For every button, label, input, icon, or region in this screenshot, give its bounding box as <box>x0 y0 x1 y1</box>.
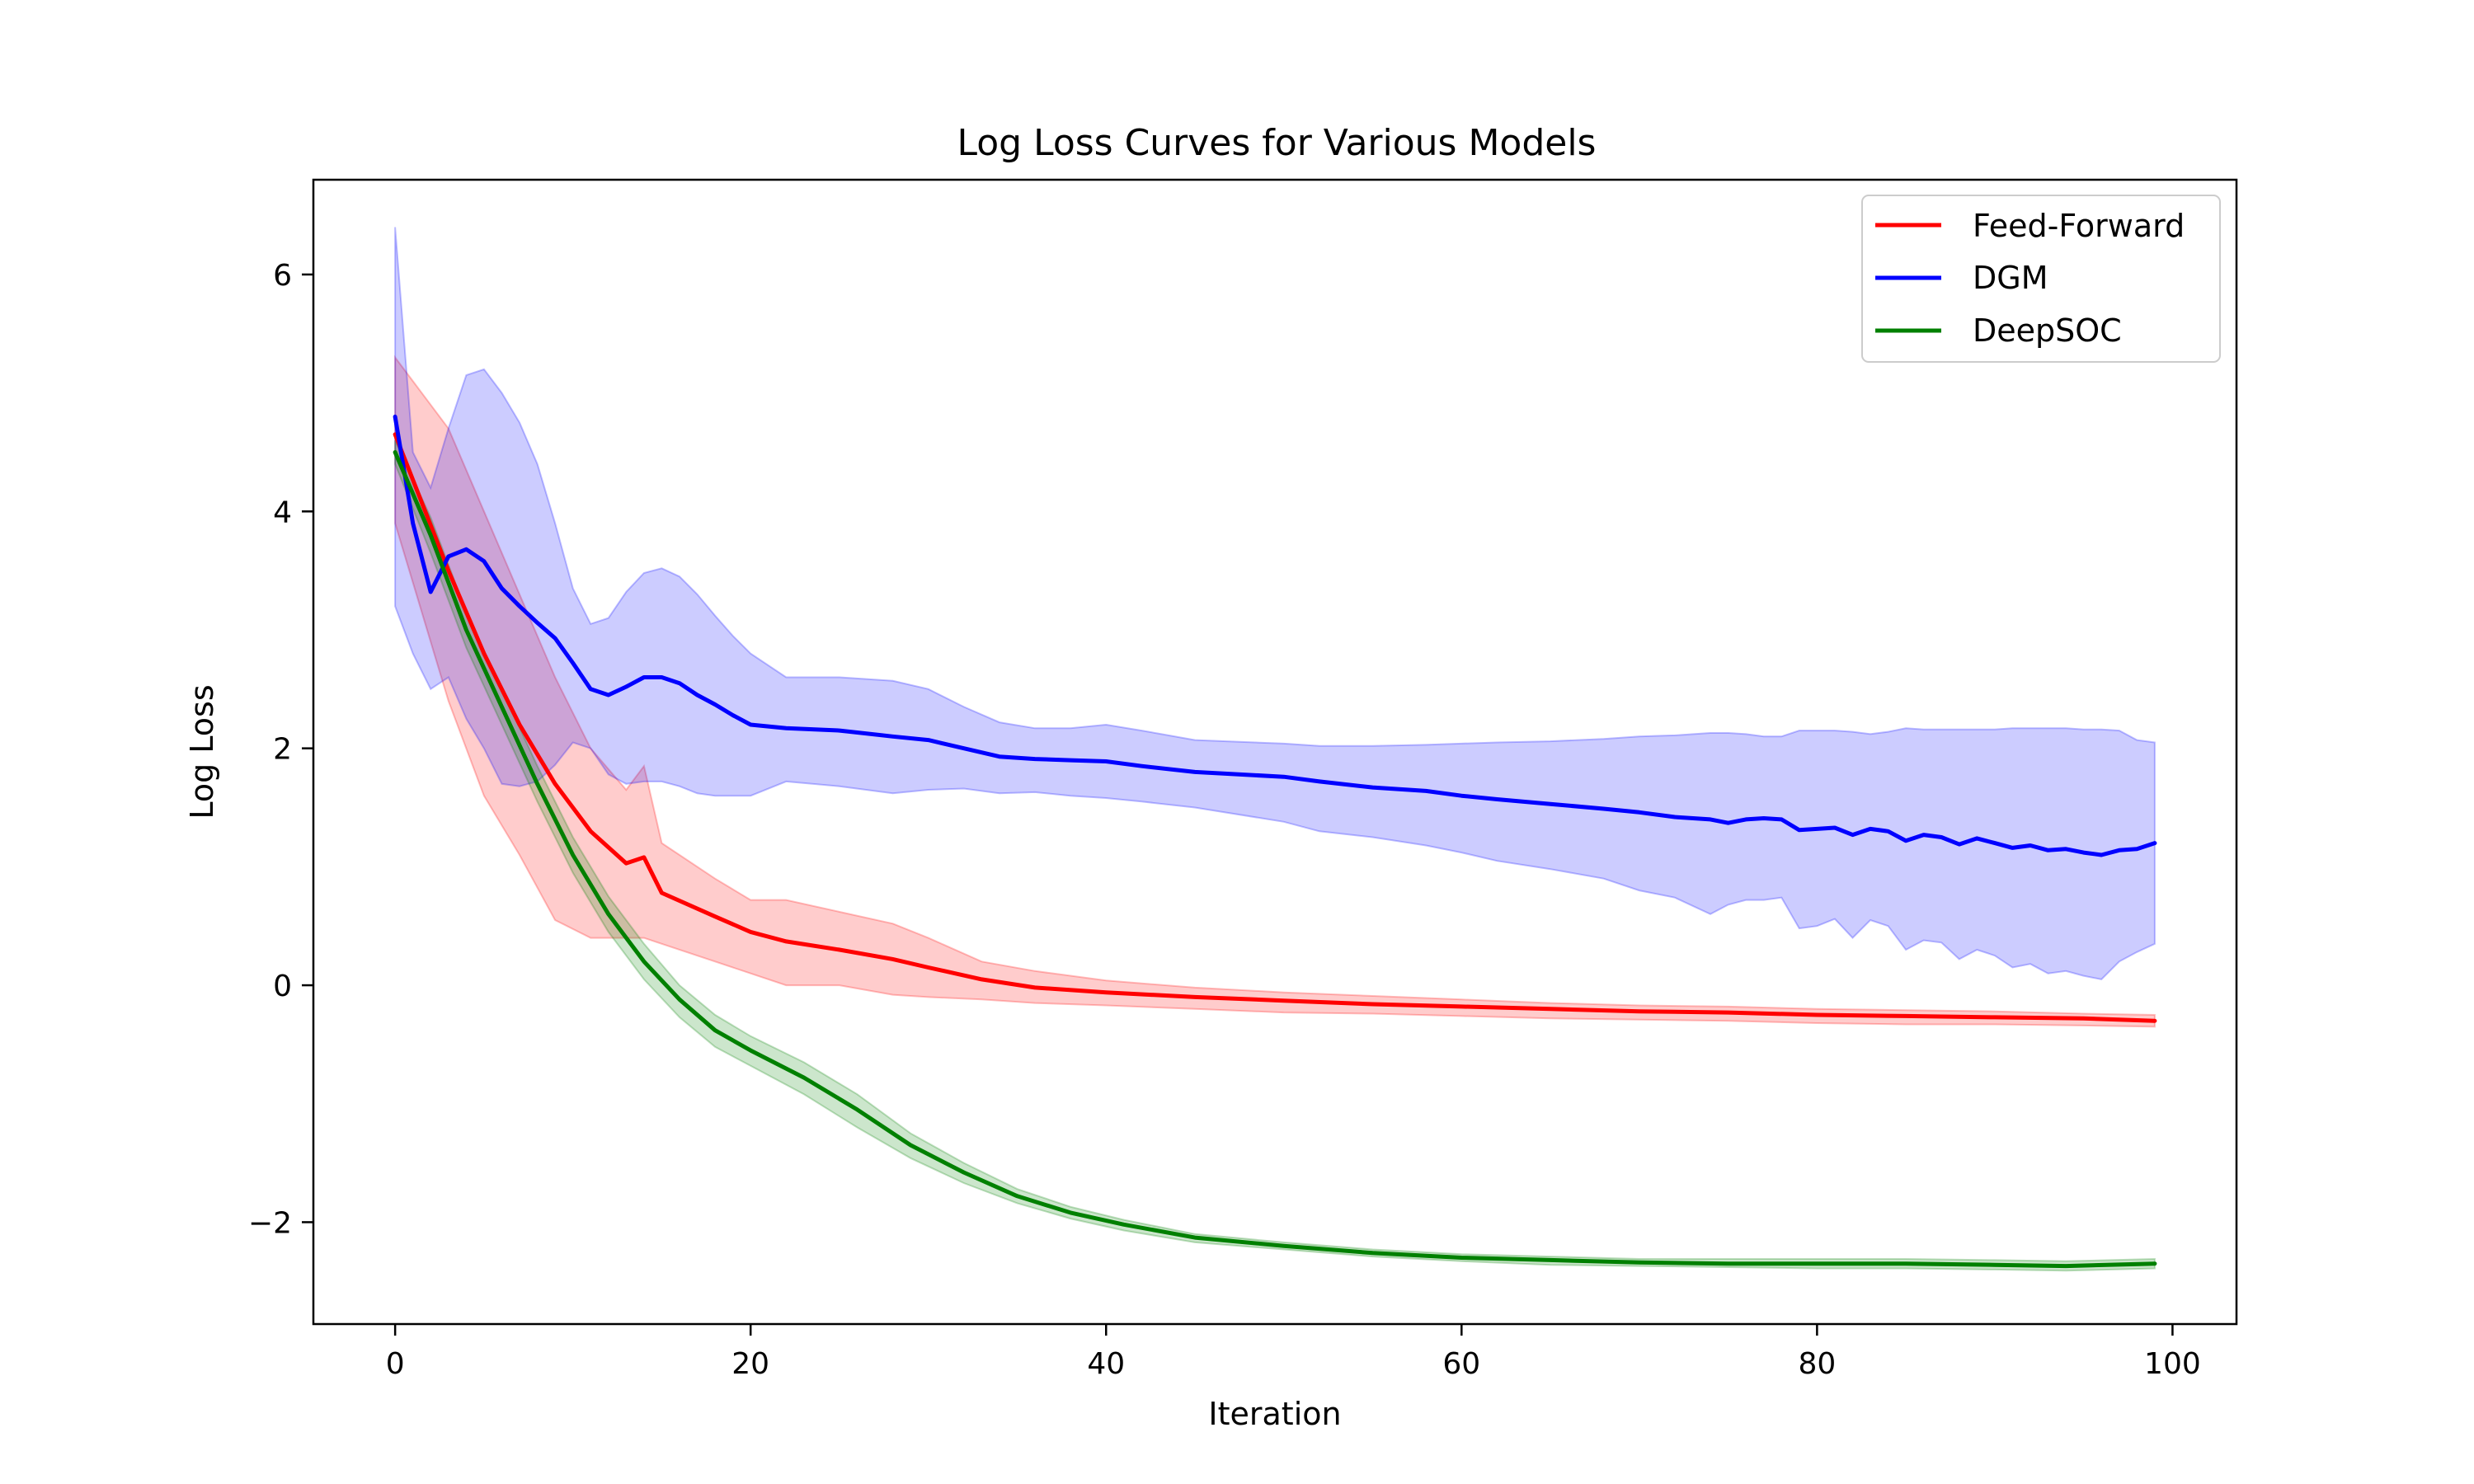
band-deepsoc <box>394 439 2156 1272</box>
line-dgm <box>393 414 2157 857</box>
x-axis-label: Iteration <box>1208 1396 1341 1432</box>
x-tick-label: 40 <box>1087 1347 1125 1381</box>
x-tick-label: 100 <box>2144 1347 2201 1381</box>
legend-label-dgm: DGM <box>1973 260 2048 296</box>
legend-label-feed-forward: Feed-Forward <box>1973 208 2185 244</box>
legend-entry-deepsoc: DeepSOC <box>1875 312 2122 349</box>
confidence-bands <box>394 227 2156 1272</box>
legend-entry-dgm: DGM <box>1875 260 2048 296</box>
y-tick-label: 2 <box>273 733 292 767</box>
band-feed-forward <box>394 355 2156 1028</box>
x-axis-ticks: 0 20 40 60 80 100 <box>386 1324 2201 1381</box>
legend-label-deepsoc: DeepSOC <box>1973 312 2122 349</box>
series-lines <box>393 414 2157 1269</box>
line-feed-forward <box>393 432 2157 1023</box>
y-tick-label: 4 <box>273 495 292 529</box>
chart-title: Log Loss Curves for Various Models <box>957 122 1597 164</box>
x-tick-label: 0 <box>386 1347 405 1381</box>
y-tick-label: −2 <box>248 1206 292 1240</box>
line-deepsoc <box>393 450 2157 1269</box>
y-tick-label: 0 <box>273 970 292 1003</box>
legend-box <box>1861 195 2221 363</box>
band-dgm <box>394 227 2156 980</box>
legend-entry-feed-forward: Feed-Forward <box>1875 208 2185 244</box>
x-tick-label: 20 <box>731 1347 769 1381</box>
y-tick-label: 6 <box>273 259 292 293</box>
plot-area-frame <box>312 178 2238 1326</box>
x-tick-label: 60 <box>1442 1347 1480 1381</box>
legend: Feed-Forward DGM DeepSOC <box>1861 195 2221 363</box>
y-axis-ticks: −2 0 2 4 6 <box>248 259 313 1240</box>
y-axis-label: Log Loss <box>184 684 220 819</box>
x-tick-label: 80 <box>1798 1347 1836 1381</box>
